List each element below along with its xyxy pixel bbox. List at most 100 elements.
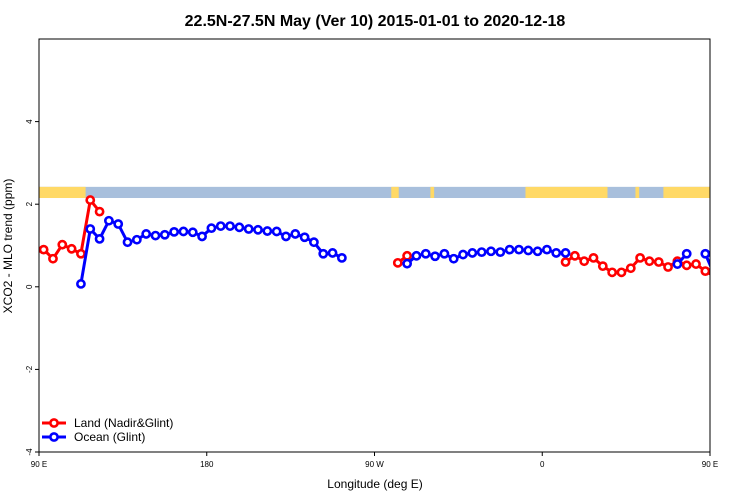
series-1-point-41 <box>514 244 524 255</box>
series-1-point-45 <box>551 248 562 258</box>
series-1-point-5 <box>122 237 133 248</box>
y-tick-label-2: 0 <box>25 284 34 289</box>
series-0-point-17 <box>635 252 646 263</box>
chart-title: 22.5N-27.5N May (Ver 10) 2015-01-01 to 2… <box>185 13 566 30</box>
series-1-point-17 <box>234 222 245 233</box>
x-tick-label-4: 90 E <box>702 460 718 469</box>
series-1-point-18 <box>243 224 254 234</box>
plot-frame <box>38 38 711 453</box>
series-0 <box>39 195 746 278</box>
series-1-point-35 <box>458 249 468 260</box>
land-span-4 <box>635 186 640 199</box>
x-tick-label-3: 0 <box>540 460 545 469</box>
series-0-point-4 <box>76 248 86 259</box>
series-1-point-2 <box>94 233 105 244</box>
land-span-0 <box>39 186 86 199</box>
series-1-point-40 <box>504 244 515 255</box>
series-0-point-22 <box>681 260 692 271</box>
series-1-point-0 <box>76 279 86 289</box>
series-1-point-32 <box>430 251 440 262</box>
series-1-point-14 <box>206 223 217 234</box>
series-1-point-37 <box>476 247 487 258</box>
land-span-1 <box>391 186 399 199</box>
series-0-point-26 <box>720 268 727 275</box>
x-tick-label-2: 90 W <box>365 460 384 469</box>
series-0-point-28 <box>739 240 746 247</box>
tick-layer: 90 E 180 90 W 0 90 E -4 -2 0 2 4 <box>25 119 718 469</box>
land-span-5 <box>663 186 710 199</box>
series-0-point-25 <box>709 274 710 278</box>
y-tick-label-1: -2 <box>25 365 34 373</box>
series-1-point-22 <box>281 231 291 242</box>
legend-label-1: Ocean (Glint) <box>74 430 145 444</box>
series-layer <box>39 195 746 289</box>
legend: Land (Nadir&Glint)Ocean (Glint) <box>42 416 173 444</box>
series-1-point-27 <box>327 248 338 258</box>
series-1-point-34 <box>448 253 459 264</box>
series-0-point-20 <box>663 262 673 272</box>
series-1-point-30 <box>411 250 422 261</box>
land-ocean-mask-band <box>39 186 710 199</box>
series-0-point-5 <box>85 195 96 205</box>
series-1-point-4 <box>113 219 124 229</box>
series-1-point-13 <box>197 231 207 242</box>
series-1-point-15 <box>215 221 226 231</box>
series-1-point-12 <box>187 227 198 238</box>
series-1-point-38 <box>486 246 496 257</box>
series-0-point-6 <box>94 206 105 217</box>
series-1-point-26 <box>318 248 329 259</box>
series-1-point-44 <box>542 244 552 255</box>
series-1-point-39 <box>495 247 506 258</box>
series-1-point-36 <box>467 248 478 258</box>
series-1-point-3 <box>103 215 114 226</box>
series-1-point-48 <box>681 248 692 259</box>
series-0-point-8 <box>402 250 413 261</box>
series-0-point-3 <box>66 243 77 254</box>
series-0-point-16 <box>625 263 636 274</box>
y-axis-label: XCO2 - MLO trend (ppm) <box>1 179 15 314</box>
series-1-point-23 <box>290 229 301 239</box>
series-0-point-13 <box>597 261 608 272</box>
series-1-point-25 <box>309 237 319 248</box>
series-1 <box>76 215 737 289</box>
series-1-point-24 <box>299 232 310 243</box>
series-1-point-9 <box>159 229 170 240</box>
x-tick-label-0: 90 E <box>31 460 47 469</box>
series-0-point-18 <box>644 256 655 267</box>
land-span-3 <box>525 186 608 199</box>
series-0-point-7 <box>392 257 403 268</box>
series-1-point-8 <box>150 230 161 241</box>
x-tick-label-1: 180 <box>200 460 214 469</box>
legend-label-0: Land (Nadir&Glint) <box>74 416 173 430</box>
series-1-point-33 <box>439 248 450 259</box>
series-1-point-50 <box>709 274 710 278</box>
series-1-point-28 <box>336 252 347 263</box>
series-0-point-11 <box>579 256 590 267</box>
land-span-2 <box>430 186 435 199</box>
series-1-point-6 <box>131 234 142 245</box>
series-1-point-10 <box>169 226 180 237</box>
series-1-point-49 <box>700 248 710 259</box>
series-0-point-12 <box>588 252 599 263</box>
series-1-point-46 <box>560 248 571 258</box>
series-0-point-14 <box>607 267 618 278</box>
y-tick-label-4: 4 <box>25 119 34 124</box>
series-1-point-29 <box>402 258 413 269</box>
series-0-point-9 <box>560 257 571 267</box>
series-1-point-51 <box>720 269 727 276</box>
series-1-point-52 <box>730 272 737 279</box>
series-1-point-7 <box>141 229 152 239</box>
series-1-point-21 <box>271 226 282 237</box>
legend-marker-1 <box>49 432 59 442</box>
series-0-point-23 <box>691 259 701 269</box>
series-1-point-31 <box>420 248 431 259</box>
x-axis-label: Longitude (deg E) <box>327 477 422 491</box>
y-tick-label-3: 2 <box>25 201 34 206</box>
series-0-point-10 <box>569 250 580 261</box>
series-1-point-19 <box>253 224 263 235</box>
series-1-point-11 <box>178 226 189 237</box>
series-1-point-1 <box>85 224 96 234</box>
series-0-point-2 <box>57 239 68 250</box>
series-0-point-1 <box>48 253 58 264</box>
